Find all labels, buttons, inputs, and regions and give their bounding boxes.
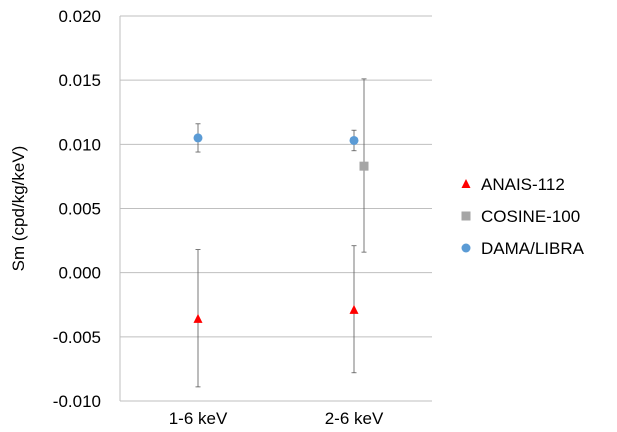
legend-label: COSINE-100 (481, 207, 580, 226)
legend-marker-cosine-100 (461, 211, 471, 221)
gridlines (120, 15, 432, 402)
legend-marker-anais-112 (461, 179, 471, 188)
y-tick-label: 0.005 (58, 200, 101, 219)
data-point-cosine-100 (359, 161, 369, 171)
data-point-dama-libra (193, 133, 203, 143)
data-point-dama-libra (349, 135, 359, 145)
y-tick-label: 0.010 (58, 135, 101, 154)
x-tick-label: 2-6 keV (325, 409, 384, 428)
y-axis-label: Sm (cpd/kg/keV) (9, 146, 28, 272)
error-bars (195, 78, 367, 388)
y-tick-label: 0.000 (58, 264, 101, 283)
y-tick-label: -0.010 (53, 392, 101, 411)
legend: ANAIS-112 COSINE-100 DAMA/LIBRA (461, 175, 585, 258)
legend-marker-dama-libra (461, 243, 471, 253)
y-tick-labels: 0.020 0.015 0.010 0.005 0.000 -0.005 -0.010 (53, 7, 101, 411)
y-tick-label: 0.015 (58, 71, 101, 90)
x-tick-labels: 1-6 keV 2-6 keV (169, 409, 384, 428)
y-tick-label: -0.005 (53, 328, 101, 347)
legend-label: ANAIS-112 (481, 175, 565, 194)
data-point-anais-112 (349, 304, 359, 314)
y-tick-label: 0.020 (58, 7, 101, 26)
data-point-anais-112 (193, 313, 203, 323)
legend-label: DAMA/LIBRA (481, 239, 585, 258)
data-points (193, 133, 369, 323)
x-tick-label: 1-6 keV (169, 409, 228, 428)
